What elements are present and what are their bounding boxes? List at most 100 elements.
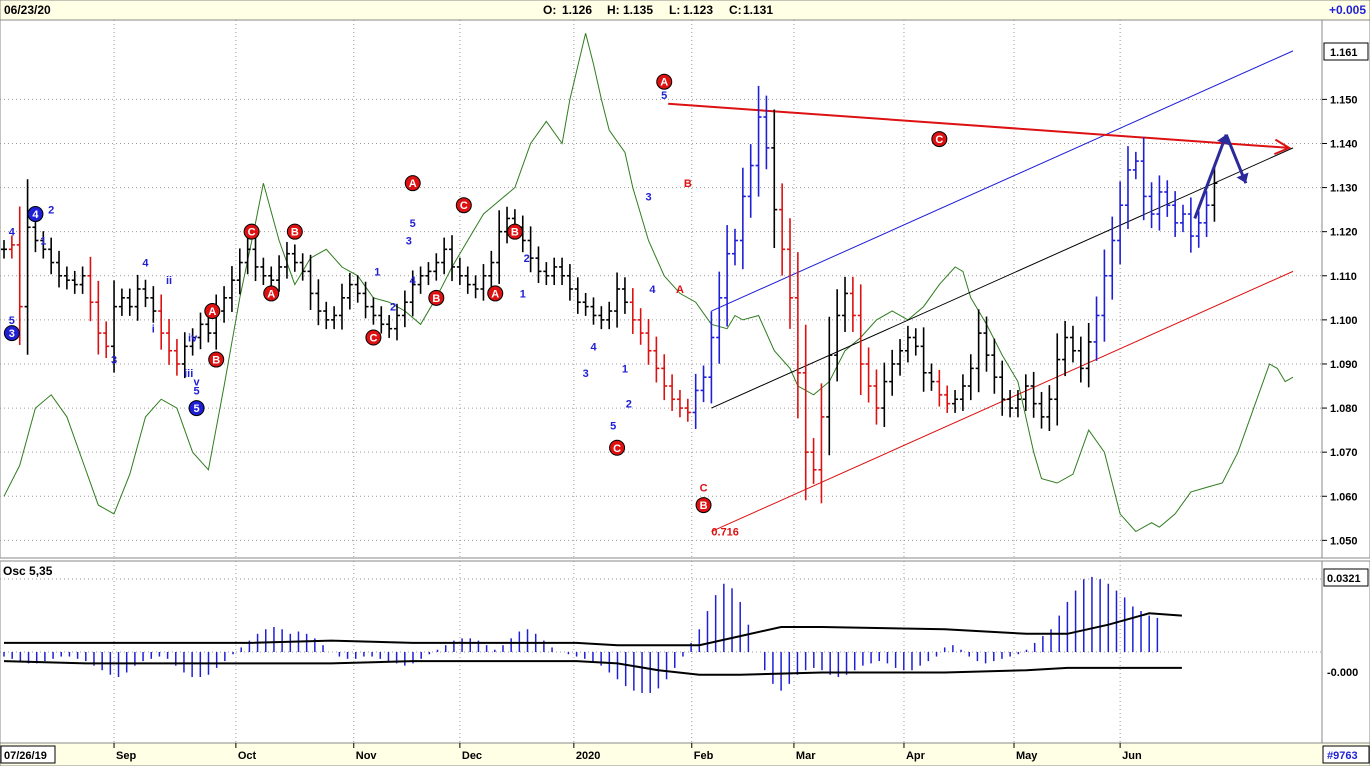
ohlc-bar <box>802 324 809 501</box>
ohlc-bar <box>1148 182 1155 229</box>
ohlc-open-label: O: <box>543 3 556 17</box>
oscillator-panel <box>0 560 1323 744</box>
ohlc-bar <box>386 315 393 338</box>
wave-label: A <box>656 73 673 90</box>
wave-label-text: A <box>267 288 275 300</box>
ohlc-bar <box>1124 146 1131 230</box>
ohlc-bar <box>763 95 770 170</box>
ohlc-bar <box>1077 336 1084 383</box>
wave-label-text: B <box>432 293 440 305</box>
ohlc-bar <box>606 301 613 330</box>
ohlc-bar <box>1101 249 1108 342</box>
wave-label-text: 2 <box>524 253 530 265</box>
month-label: Nov <box>356 750 378 762</box>
wave-label: B <box>286 223 303 240</box>
ohlc-bar <box>912 328 919 356</box>
ohlc-bar <box>236 248 243 295</box>
ohlc-bar <box>535 246 542 284</box>
ohlc-bar <box>425 262 432 286</box>
ohlc-bar <box>1007 389 1014 418</box>
ohlc-bar <box>394 303 400 341</box>
wave-label: A <box>263 285 280 302</box>
month-label: Dec <box>462 750 482 762</box>
ohlc-bar <box>456 257 463 286</box>
ohlc-bar <box>559 257 566 286</box>
y-tick-label: 1.120 <box>1330 227 1358 239</box>
ohlc-bar <box>645 318 652 365</box>
projection-arrow-head <box>1236 172 1249 184</box>
ohlc-bar <box>370 297 377 325</box>
ohlc-bar <box>684 398 691 422</box>
ohlc-bar <box>669 374 676 411</box>
ohlc-bar <box>409 270 416 317</box>
ohlc-bar <box>283 242 290 279</box>
wave-label-text: B <box>700 500 708 512</box>
wave-label-text: 5 <box>661 90 667 102</box>
ohlc-bar <box>1180 204 1186 233</box>
ohlc-bar <box>952 389 959 413</box>
ohlc-bar <box>95 280 102 355</box>
wave-label-circle <box>286 223 303 240</box>
wave-label: C <box>700 482 708 494</box>
wave-label-circle <box>487 285 504 302</box>
ohlc-bar <box>794 252 801 419</box>
wave-label: 2 <box>48 205 54 217</box>
wave-label-circle <box>3 325 20 342</box>
ohlc-bar <box>1054 333 1061 426</box>
ohlc-bar <box>315 279 322 326</box>
wave-label: B <box>208 351 225 368</box>
wave-label-text: iii <box>184 368 193 380</box>
osc-zero-label: -0.000 <box>1327 667 1358 679</box>
wave-label: A <box>404 175 421 192</box>
wave-label: iv <box>188 333 198 345</box>
wave-label-text: B <box>684 178 692 190</box>
ohlc-bar <box>346 272 353 310</box>
ohlc-close-label: C: <box>729 3 742 17</box>
wave-label-circle <box>656 73 673 90</box>
ohlc-bar <box>1211 166 1218 222</box>
wave-label-text: B <box>212 355 220 367</box>
projection-arrow-shaft <box>1193 134 1228 219</box>
month-labels: Sep Oct Nov Dec 2020 Feb Mar Apr May Jun <box>113 743 1142 762</box>
ohlc-bar <box>967 354 974 401</box>
wave-label: 2 <box>524 253 530 265</box>
wave-label: 4 <box>9 227 16 239</box>
ohlc-bar <box>252 235 259 282</box>
wave-label-text: 3 <box>406 235 412 247</box>
ohlc-bar <box>134 274 141 321</box>
month-label: Mar <box>796 750 816 762</box>
ohlc-bar <box>881 362 888 428</box>
last-price-label: 1.161 <box>1330 47 1358 59</box>
wave-label: 5 <box>661 90 667 102</box>
wave-label-text: 5 <box>194 403 200 415</box>
wave-label-text: C <box>248 227 256 239</box>
ohlc-bar <box>1172 191 1179 237</box>
ohlc-bar <box>543 262 550 286</box>
osc-top-label: 0.0321 <box>1327 573 1361 585</box>
wave-label: C <box>365 329 382 346</box>
channel-arrowhead <box>1273 138 1292 156</box>
price-y-ticks: 1.050 1.060 1.070 1.080 1.090 1.100 1.110 1.120… <box>1322 94 1358 547</box>
ohlc-bar <box>983 316 990 372</box>
wave-label-text: 5 <box>9 315 15 327</box>
wave-label: iii <box>184 368 193 380</box>
ohlc-high-label: H: <box>607 3 620 17</box>
wave-label-text: C <box>935 134 943 146</box>
month-label: Feb <box>694 750 714 762</box>
ohlc-bar <box>708 311 715 404</box>
wave-label-circle <box>609 439 626 456</box>
wave-label-text: A <box>491 288 499 300</box>
ohlc-bar <box>661 354 668 401</box>
month-label: Oct <box>238 750 257 762</box>
ohlc-bar <box>897 339 904 376</box>
ohlc-bar <box>959 374 966 411</box>
ohlc-bar <box>173 339 180 376</box>
wave-label-text: 5 <box>410 218 416 230</box>
wave-label-text: A <box>208 306 216 318</box>
header-date: 06/23/20 <box>4 3 51 17</box>
ohlc-bar <box>747 144 754 218</box>
wave-label: C <box>243 223 260 240</box>
channel-line <box>711 147 1294 409</box>
ohlc-bar <box>401 290 408 328</box>
ohlc-bar <box>8 235 15 259</box>
